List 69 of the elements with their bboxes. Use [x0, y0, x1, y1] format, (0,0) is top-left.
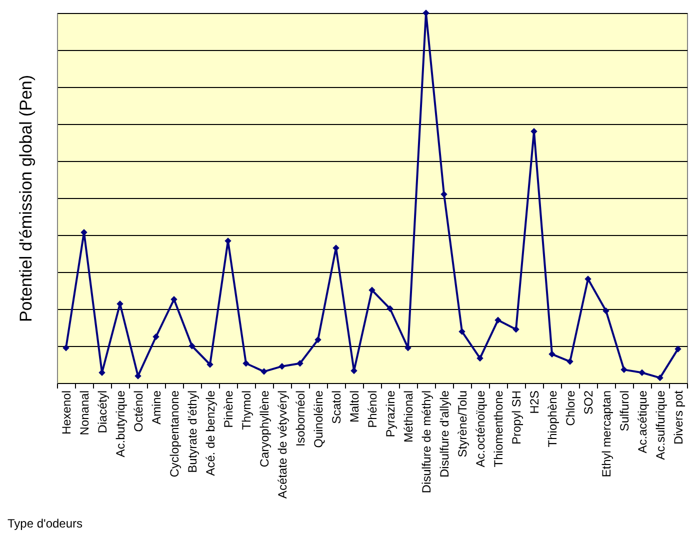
x-tick-label: Butyrate d'éthyl: [186, 390, 200, 473]
x-tick-label: Amine: [150, 390, 164, 425]
x-tick-label: Ac.acétique: [636, 390, 650, 454]
x-tick-label: Nonanal: [78, 390, 92, 436]
x-tick-label: SO2: [582, 390, 596, 415]
point: [296, 360, 304, 367]
x-tick-label: Isobornéol: [294, 390, 308, 447]
point: [386, 305, 394, 312]
x-tick-label: Thiophène: [546, 390, 560, 448]
x-tick-label: Acétate de vétyvéryl: [276, 390, 290, 499]
x-tick-label: H2S: [528, 390, 542, 414]
x-tick-label: Méthional: [402, 390, 416, 443]
point: [638, 369, 646, 376]
point: [314, 336, 322, 344]
x-tick-label: Propyl SH: [510, 390, 524, 445]
point: [674, 346, 682, 352]
point: [476, 354, 484, 362]
x-tick-label: Quinoléine: [312, 390, 326, 448]
x-tick-label: Pyrazine: [384, 390, 398, 438]
point: [188, 342, 196, 350]
x-tick-label: Ac.butyrique: [114, 390, 128, 458]
y-axis-title: Potentiel d'émission global (Pen): [16, 74, 36, 322]
x-tick-label: Disulfure de méthyl: [420, 390, 434, 494]
x-tick-label: Ac.sulfurique: [654, 390, 668, 460]
point: [458, 328, 466, 335]
x-tick-label: Acé. de benzyle: [204, 390, 218, 476]
point: [602, 307, 610, 314]
point: [224, 238, 232, 244]
point: [206, 361, 214, 368]
point: [242, 360, 250, 367]
point: [584, 276, 592, 282]
point: [134, 372, 142, 380]
x-tick-label: Styrène/Tolu: [456, 390, 470, 458]
x-tick-label: Diacétyl: [96, 390, 110, 434]
x-tick-label: Pinène: [222, 390, 236, 428]
point: [548, 350, 556, 358]
point: [620, 366, 628, 374]
x-tick-label: Chlore: [564, 390, 578, 426]
point: [494, 316, 502, 324]
point: [278, 362, 286, 370]
point: [530, 128, 538, 135]
x-tick-label: Phénol: [366, 390, 380, 428]
x-tick-label: Disulfure d'allyle: [438, 390, 452, 478]
x-tick-label: Maltol: [348, 390, 362, 423]
x-tick-label: Sulfurol: [618, 390, 632, 432]
point: [422, 10, 430, 16]
point: [152, 333, 160, 340]
point: [440, 190, 448, 198]
point: [332, 244, 340, 252]
point: [368, 286, 376, 294]
point: [566, 358, 574, 365]
x-tick-label: Thiomenthone: [492, 390, 506, 468]
x-tick-label: Thymol: [240, 390, 254, 430]
x-tick-label: Caryophyllène: [258, 390, 272, 468]
point: [62, 344, 70, 352]
x-tick-label: Divers pot: [672, 390, 686, 445]
point: [656, 374, 664, 382]
point: [98, 369, 106, 376]
point: [170, 296, 178, 303]
x-tick-label: Ethyl mercaptan: [600, 390, 614, 478]
x-tick-label: Hexenol: [60, 390, 74, 435]
x-axis-title: Type d'odeurs: [8, 516, 83, 530]
x-tick-label: Ac.octénoïque: [474, 390, 488, 468]
x-tick-label: Cyclopentanone: [168, 390, 182, 478]
point: [512, 326, 520, 333]
point: [260, 368, 268, 375]
x-tick-label: Scatol: [330, 390, 344, 424]
x-tick-label: Octénol: [132, 390, 146, 432]
point: [80, 229, 88, 236]
